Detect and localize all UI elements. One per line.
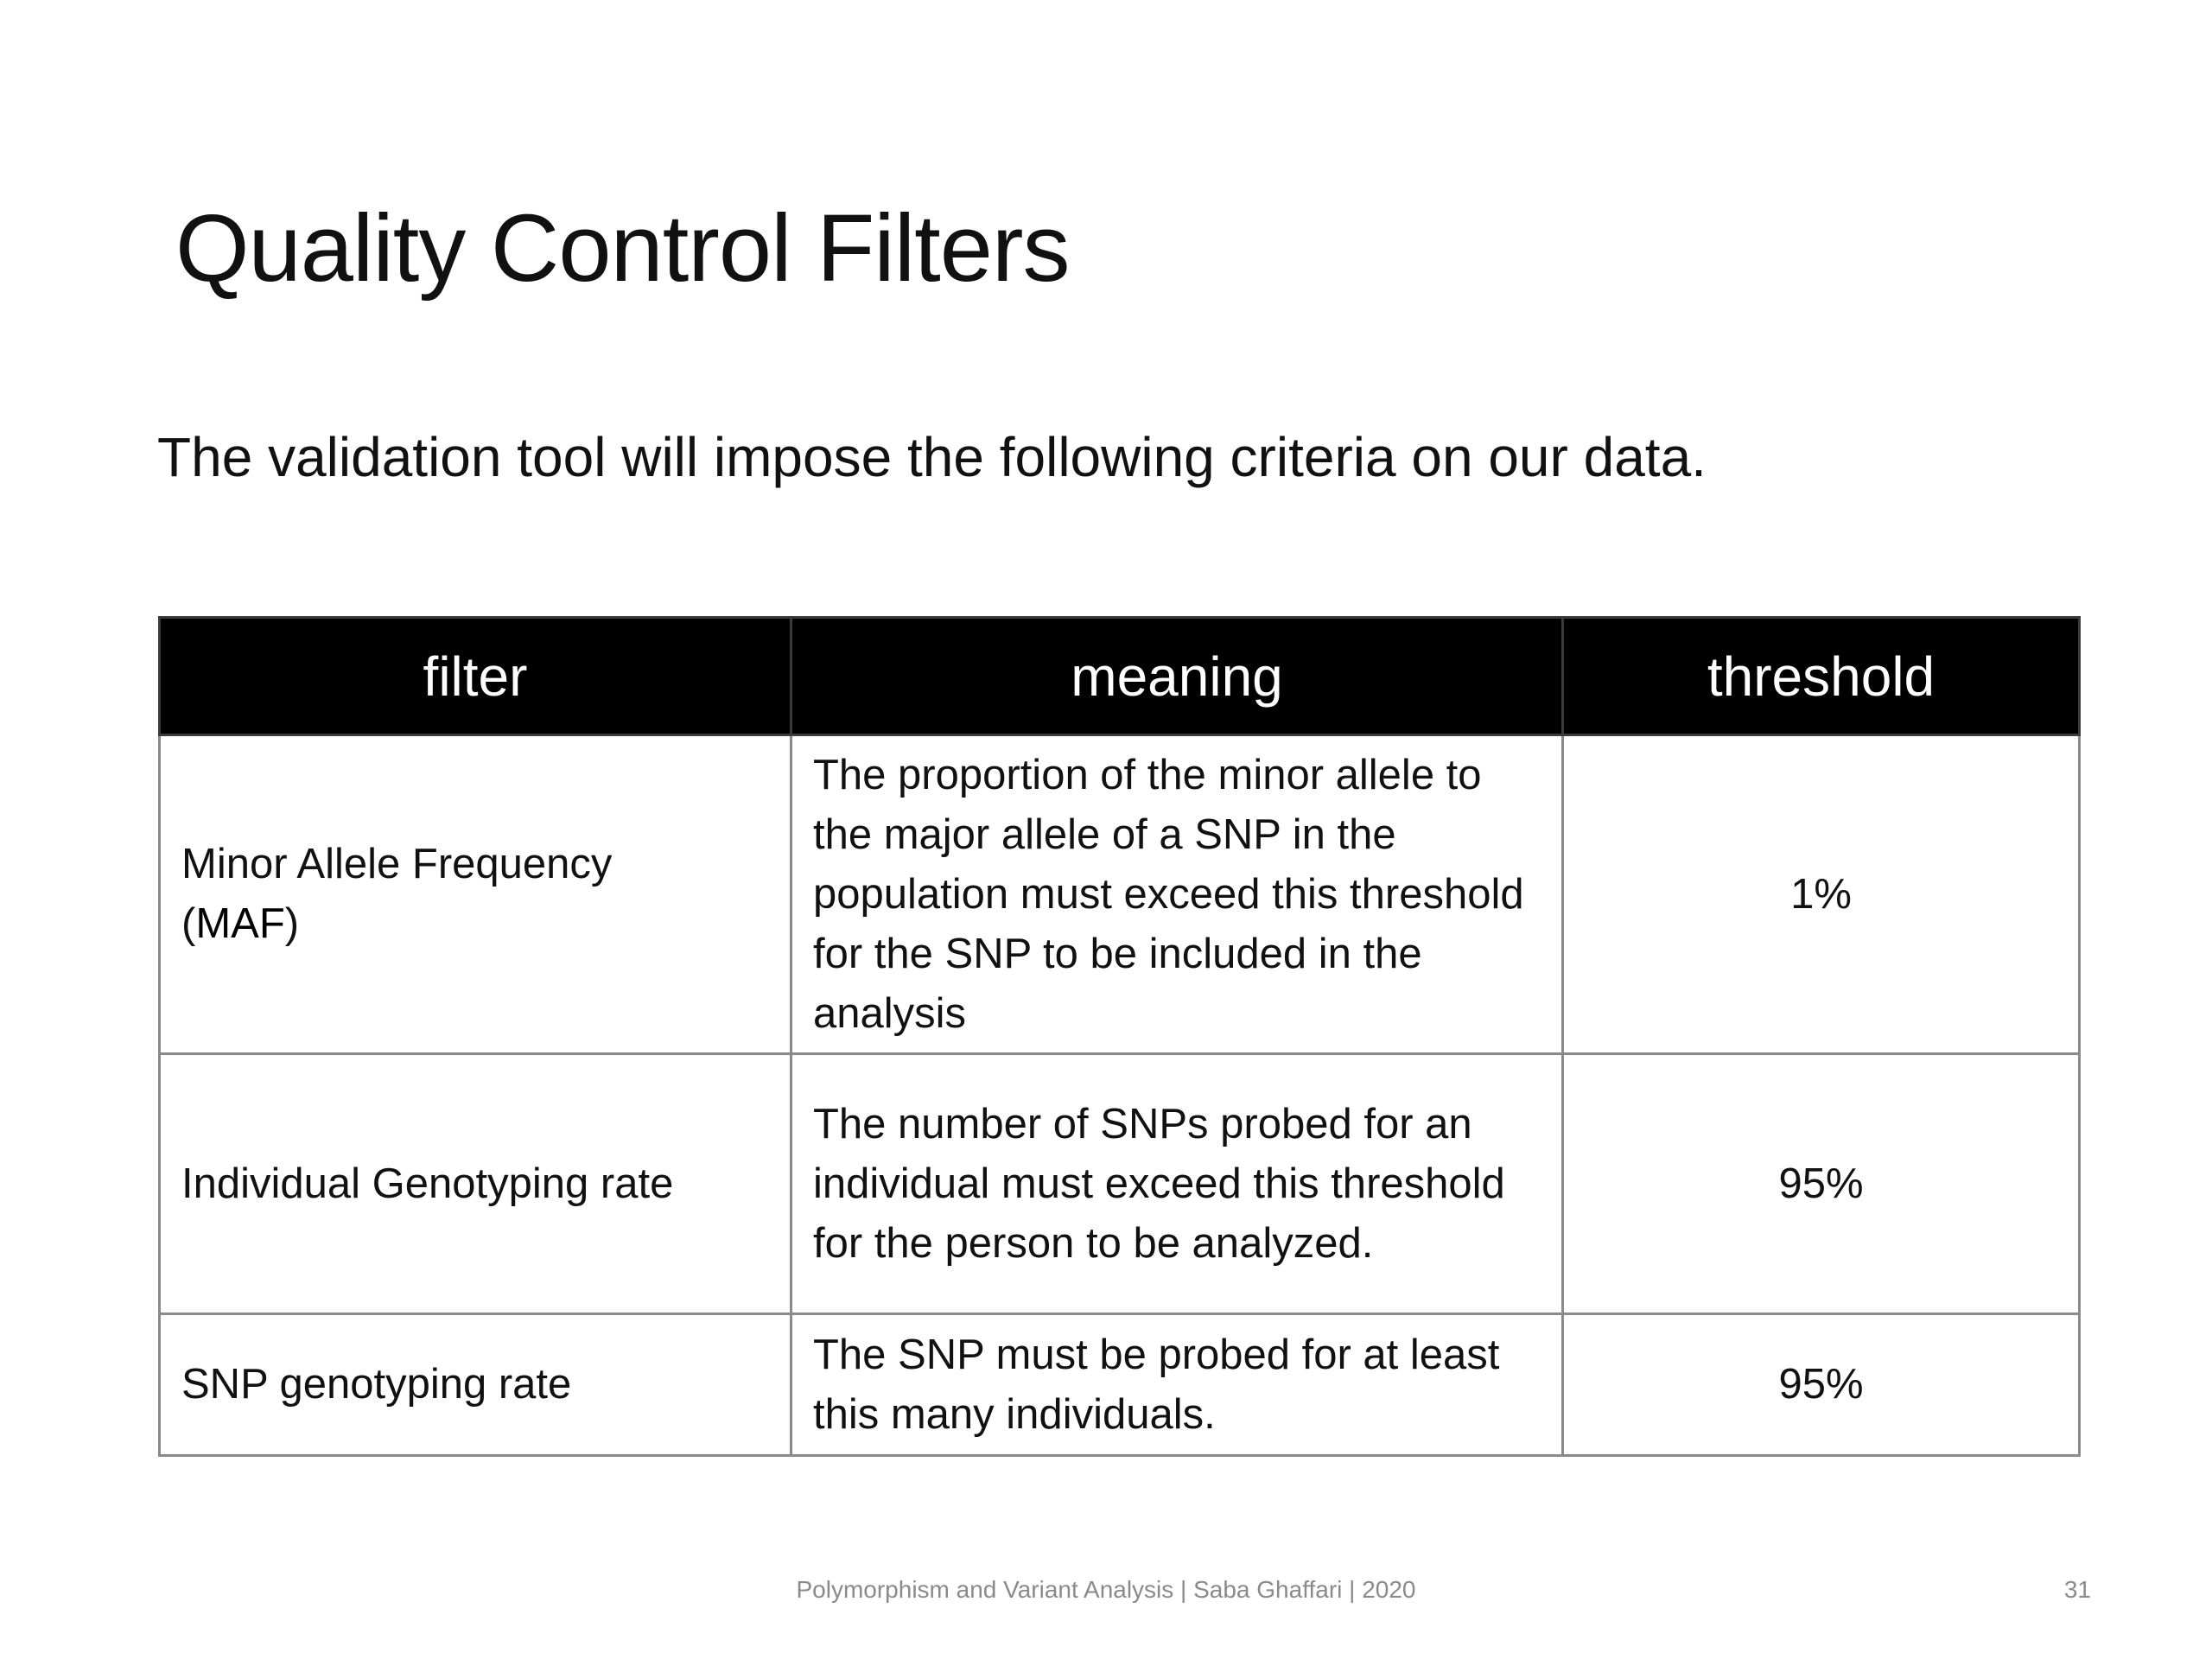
cell-filter: Individual Genotyping rate: [158, 1052, 792, 1315]
table-row-maf: Minor Allele Frequency (MAF) The proporti…: [158, 734, 2081, 1055]
slide-title: Quality Control Filters: [175, 195, 1071, 302]
filter-paren-open: (: [181, 900, 196, 947]
cell-meaning: The proportion of the minor allele to th…: [790, 734, 1564, 1055]
cell-meaning: The number of SNPs probed for an individ…: [790, 1052, 1564, 1315]
filter-abbreviation: MAF: [195, 900, 285, 947]
header-meaning: meaning: [790, 616, 1564, 736]
cell-threshold: 1%: [1561, 734, 2081, 1055]
table-header-row: filter meaning threshold: [158, 616, 2081, 736]
filter-name: Minor Allele Frequency: [181, 841, 613, 887]
table-row-individual-genotyping: Individual Genotyping rate The number of…: [158, 1052, 2081, 1315]
cell-meaning: The SNP must be probed for at least this…: [790, 1313, 1564, 1457]
quality-control-table: filter meaning threshold Minor Allele Fr…: [158, 616, 2081, 1457]
cell-filter: SNP genotyping rate: [158, 1313, 792, 1457]
filter-paren-close: ): [284, 900, 300, 947]
slide-subtitle: The validation tool will impose the foll…: [157, 426, 1707, 488]
slide-number: 31: [2063, 1576, 2091, 1603]
header-threshold: threshold: [1561, 616, 2081, 736]
cell-threshold: 95%: [1561, 1313, 2081, 1457]
cell-filter: Minor Allele Frequency (MAF): [158, 734, 792, 1055]
header-filter: filter: [158, 616, 792, 736]
table-row-snp-genotyping: SNP genotyping rate The SNP must be prob…: [158, 1313, 2081, 1457]
cell-threshold: 95%: [1561, 1052, 2081, 1315]
slide-footer: Polymorphism and Variant Analysis | Saba…: [796, 1576, 1416, 1603]
